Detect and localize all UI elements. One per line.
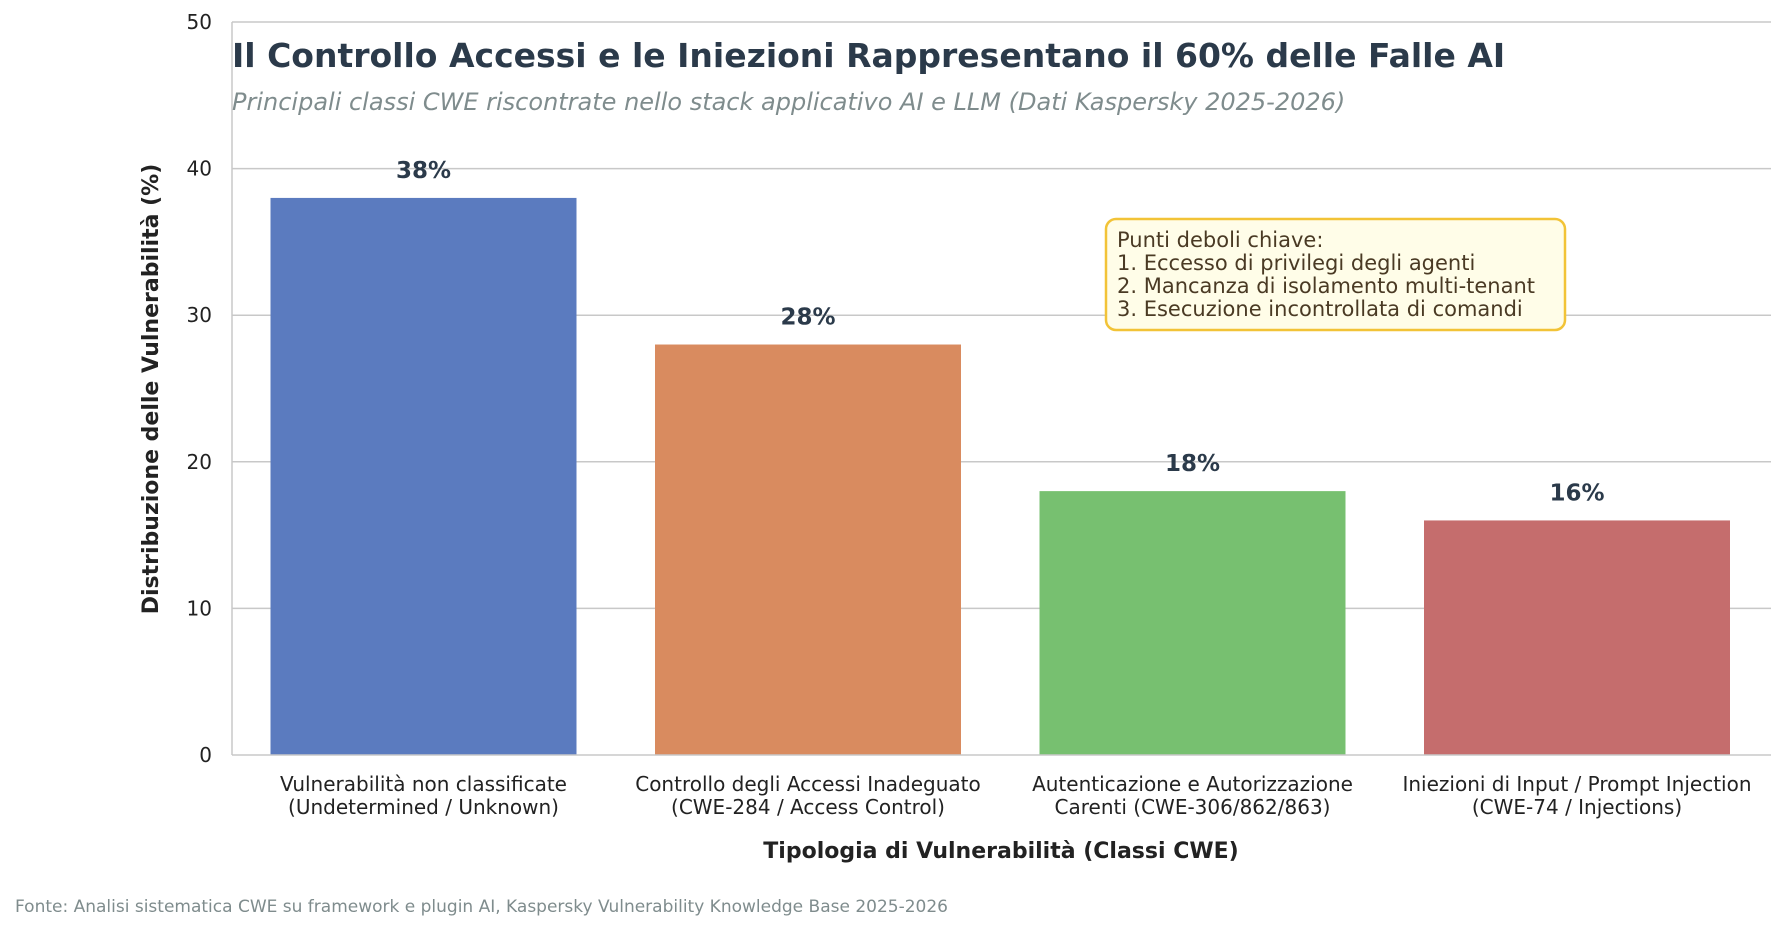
x-category-label: Vulnerabilità non classificate [280, 772, 567, 796]
bar [655, 344, 961, 755]
x-category-label: (CWE-74 / Injections) [1472, 795, 1682, 819]
x-category-label: Autenticazione e Autorizzazione [1032, 772, 1353, 796]
annotation-line: 1. Eccesso di privilegi degli agenti [1117, 251, 1475, 275]
bar-value-label: 18% [1165, 451, 1220, 477]
y-tick-label: 20 [187, 450, 212, 474]
bar [1424, 520, 1730, 755]
x-category-label: Controllo degli Accessi Inadeguato [635, 772, 981, 796]
bar-value-label: 16% [1549, 480, 1604, 506]
axes [231, 22, 1771, 756]
chart-subtitle: Principali classi CWE riscontrate nello … [232, 88, 1345, 116]
y-tick-label: 30 [187, 303, 212, 327]
annotation-box [1104, 217, 1567, 332]
bar [270, 197, 577, 756]
y-tick-label: 0 [199, 743, 212, 767]
x-category-label: Iniezioni di Input / Prompt Injection [1402, 772, 1751, 796]
y-tick-label: 40 [187, 157, 212, 181]
bars [270, 197, 1730, 756]
annotation-line: 3. Esecuzione incontrollata di comandi [1117, 297, 1523, 321]
value-labels: 38% 28% 18% 16% [396, 158, 1605, 507]
x-axis-title: Tipologia di Vulnerabilità (Classi CWE) [763, 839, 1238, 864]
key-weaknesses-annotation: Punti deboli chiave: 1. Eccesso di privi… [1104, 217, 1567, 332]
bar-value-label: 28% [780, 305, 835, 331]
y-tick-label: 10 [187, 596, 212, 620]
y-axis-title: Distribuzione delle Vulnerabilità (%) [139, 164, 164, 615]
x-category-label: Carenti (CWE-306/862/863) [1055, 795, 1331, 819]
source-note: Fonte: Analisi sistematica CWE su framew… [15, 897, 948, 917]
annotation-line: 2. Mancanza di isolamento multi-tenant [1117, 274, 1535, 298]
annotation-line: Punti deboli chiave: [1117, 228, 1323, 252]
y-tick-labels: 0 10 20 30 40 50 [187, 10, 212, 767]
bar-value-label: 38% [396, 158, 451, 184]
x-category-label: (Undetermined / Unknown) [288, 795, 559, 819]
chart-title: Il Controllo Accessi e le Iniezioni Rapp… [232, 36, 1505, 75]
bar [1039, 491, 1346, 755]
x-category-label: (CWE-284 / Access Control) [671, 795, 945, 819]
x-category-labels: Vulnerabilità non classificate(Undetermi… [280, 772, 1752, 819]
y-tick-label: 50 [187, 10, 212, 34]
